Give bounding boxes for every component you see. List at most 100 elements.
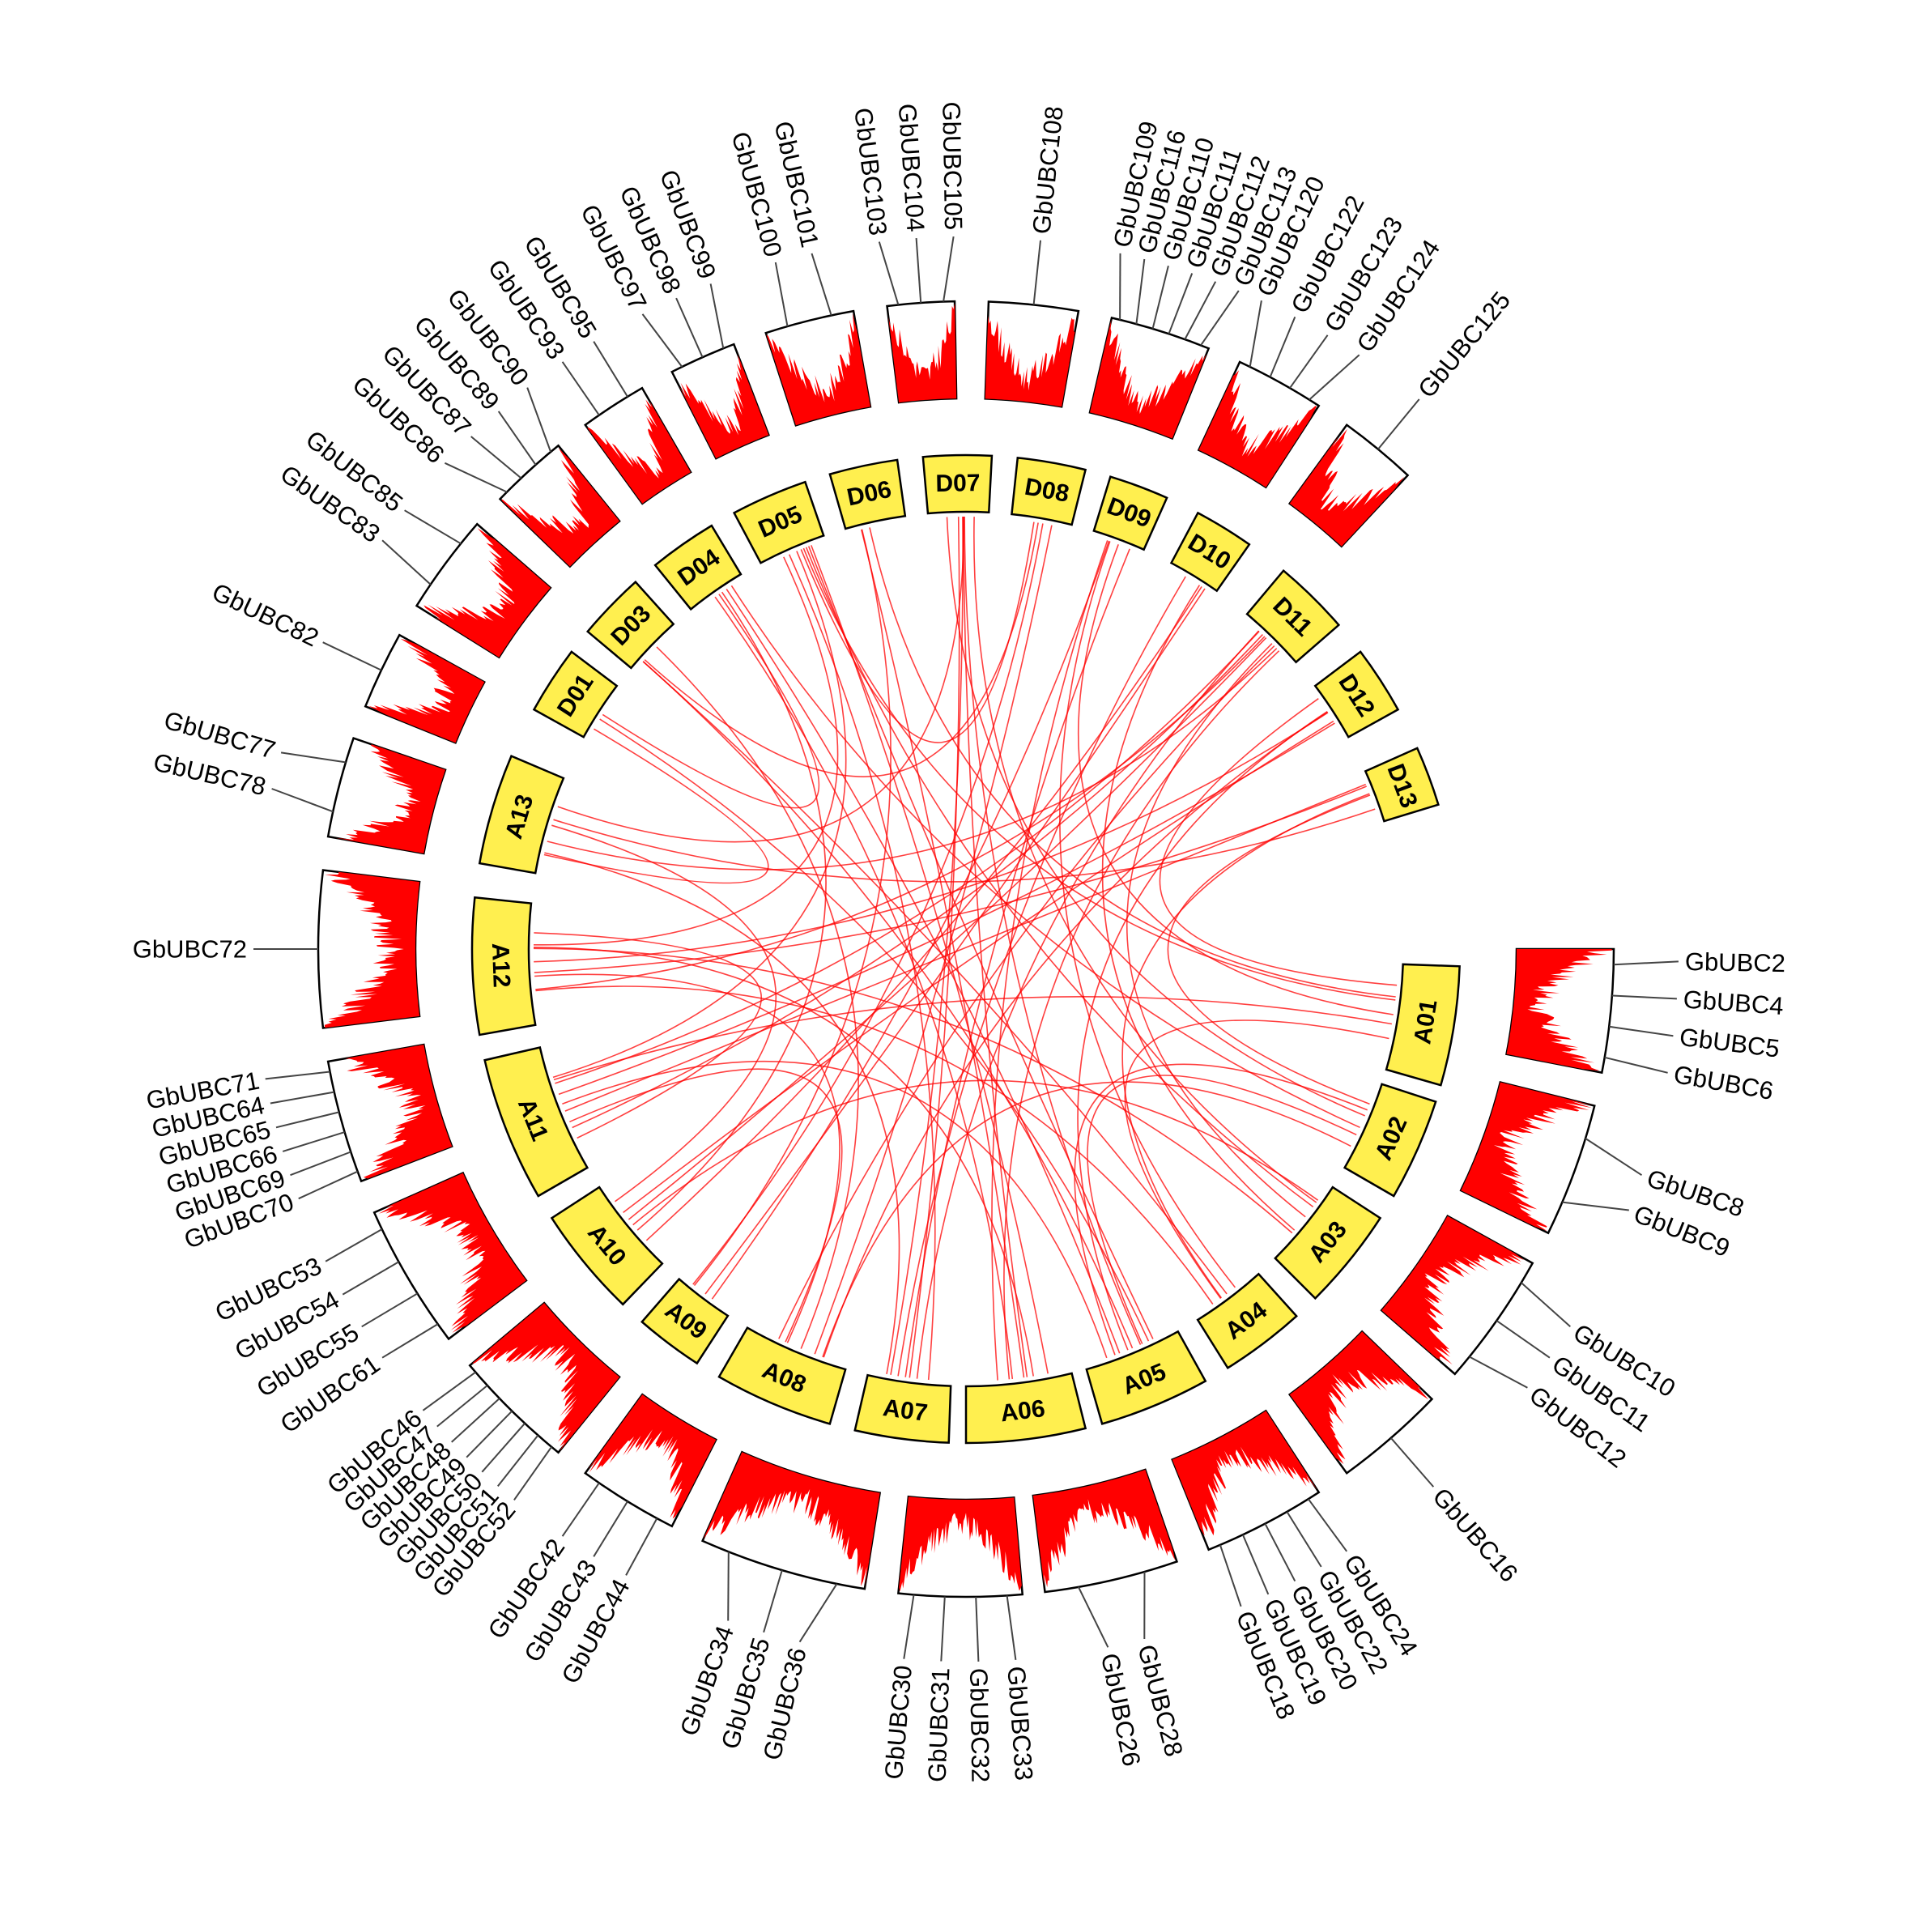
- chromosome-box: [1085, 1330, 1207, 1425]
- synteny-link: [897, 576, 1186, 1377]
- gene-leader-line: [1168, 273, 1194, 334]
- synteny-links: [533, 516, 1398, 1381]
- gene-marker: GbUBC103: [849, 106, 900, 305]
- gene-marker: GbUBC2: [1613, 947, 1785, 977]
- gene-marker: GbUBC4: [1611, 985, 1785, 1020]
- chromosome-d12: D12: [1313, 650, 1400, 739]
- density-histogram: [378, 1173, 526, 1333]
- gene-marker: GbUBC72: [133, 935, 318, 964]
- synteny-link: [572, 634, 1263, 1129]
- gene-label: GbUBC82: [207, 577, 323, 652]
- chromosome-a10: A10: [550, 1185, 664, 1306]
- chromosome-d09: D09: [1092, 475, 1168, 551]
- chromosome-label: A12: [487, 943, 515, 988]
- gene-leader-line: [470, 436, 522, 479]
- chromosome-a13: A13: [478, 755, 565, 875]
- gene-leader-line: [727, 1552, 730, 1621]
- density-a08: [700, 1450, 882, 1590]
- chromosome-box: [717, 1326, 847, 1425]
- chromosome-a06: A06: [964, 1372, 1087, 1445]
- gene-leader-line: [451, 1398, 500, 1443]
- synteny-link: [962, 516, 1028, 1377]
- gene-leader-line: [342, 1261, 400, 1296]
- chromosome-a09: A09: [640, 1277, 730, 1365]
- chromosome-a05: A05: [1085, 1330, 1207, 1425]
- density-a10: [468, 1301, 621, 1454]
- synteny-link: [535, 985, 1214, 1305]
- gene-leader-line: [1496, 1320, 1551, 1359]
- gene-leader-line: [1151, 265, 1169, 330]
- density-histogram: [1506, 949, 1612, 1071]
- chromosome-box: [1245, 568, 1341, 664]
- density-a12: [326, 1043, 453, 1183]
- chromosome-d10: D10: [1169, 511, 1251, 593]
- chromosome-a02: A02: [1343, 1083, 1437, 1198]
- density-a13: [317, 869, 421, 1029]
- chromosome-box: [964, 1372, 1087, 1445]
- gene-marker: GbUBC32: [964, 1596, 994, 1782]
- density-histogram: [766, 313, 870, 426]
- synteny-link: [534, 712, 1329, 963]
- gene-label: GbUBC125: [1412, 286, 1516, 403]
- gene-label: GbUBC33: [1002, 1666, 1038, 1781]
- gene-leader-line: [915, 238, 922, 303]
- density-a04: [1287, 1330, 1434, 1475]
- gene-leader-line: [798, 1583, 838, 1643]
- density-histogram: [345, 1045, 453, 1179]
- density-histogram: [1289, 1331, 1429, 1464]
- synteny-link: [869, 527, 1396, 998]
- gene-leader-line: [381, 539, 432, 585]
- synteny-link: [636, 591, 827, 1231]
- gene-leader-line: [404, 509, 462, 545]
- chromosome-a08: A08: [717, 1326, 847, 1425]
- synteny-link: [1124, 1019, 1389, 1299]
- gene-leader-line: [1264, 1523, 1296, 1582]
- gene-leader-line: [763, 1569, 783, 1633]
- synteny-link: [555, 631, 1260, 1084]
- gene-leader-line: [275, 1111, 340, 1129]
- chromosome-a04: A04: [1196, 1272, 1298, 1370]
- gene-leader-line: [322, 641, 382, 671]
- synteny-link: [1121, 793, 1370, 1299]
- synteny-link: [533, 556, 839, 946]
- gene-leader-line: [940, 1596, 946, 1662]
- gene-label: GbUBC103: [849, 106, 892, 237]
- density-histogram: [423, 528, 551, 658]
- density-d08: [764, 309, 872, 427]
- gene-label: GbUBC31: [923, 1667, 955, 1782]
- gene-marker: GbUBC105: [937, 101, 968, 302]
- gene-leader-line: [1219, 1544, 1242, 1607]
- gene-label: GbUBC108: [1027, 104, 1068, 235]
- synteny-link: [569, 1068, 843, 1343]
- gene-leader-line: [1200, 290, 1240, 346]
- density-d11: [1088, 317, 1211, 441]
- density-a07: [897, 1495, 1024, 1598]
- synteny-link: [642, 661, 1134, 1349]
- synteny-link: [811, 545, 1049, 1374]
- synteny-link: [553, 808, 1376, 883]
- gene-marker: GbUBC104: [893, 103, 930, 303]
- gene-leader-line: [1286, 1511, 1322, 1568]
- gene-leader-line: [270, 1091, 334, 1105]
- chromosome-d06: D06: [828, 458, 907, 530]
- density-d10: [984, 300, 1080, 408]
- density-histogram: [679, 355, 769, 459]
- synteny-link: [557, 516, 965, 843]
- synteny-link: [991, 540, 1109, 1381]
- synteny-link: [599, 718, 1150, 1342]
- synteny-link: [973, 517, 1317, 1203]
- density-histogram: [324, 871, 420, 1028]
- gene-leader-line: [1184, 281, 1217, 340]
- gene-leader-line: [526, 387, 552, 453]
- gene-marker: GbUBC108: [1027, 104, 1069, 305]
- density-d05: [498, 444, 621, 568]
- chromosome-box: [1274, 1185, 1382, 1300]
- synteny-link: [890, 516, 964, 1375]
- chromosome-box: [1313, 650, 1400, 739]
- gene-label: GbUBC4: [1683, 985, 1785, 1020]
- density-d09: [886, 300, 958, 404]
- gene-leader-line: [497, 411, 537, 466]
- gene-leader-line: [561, 1482, 600, 1537]
- density-a11: [372, 1171, 528, 1341]
- chromosome-d07: D07: [921, 453, 994, 515]
